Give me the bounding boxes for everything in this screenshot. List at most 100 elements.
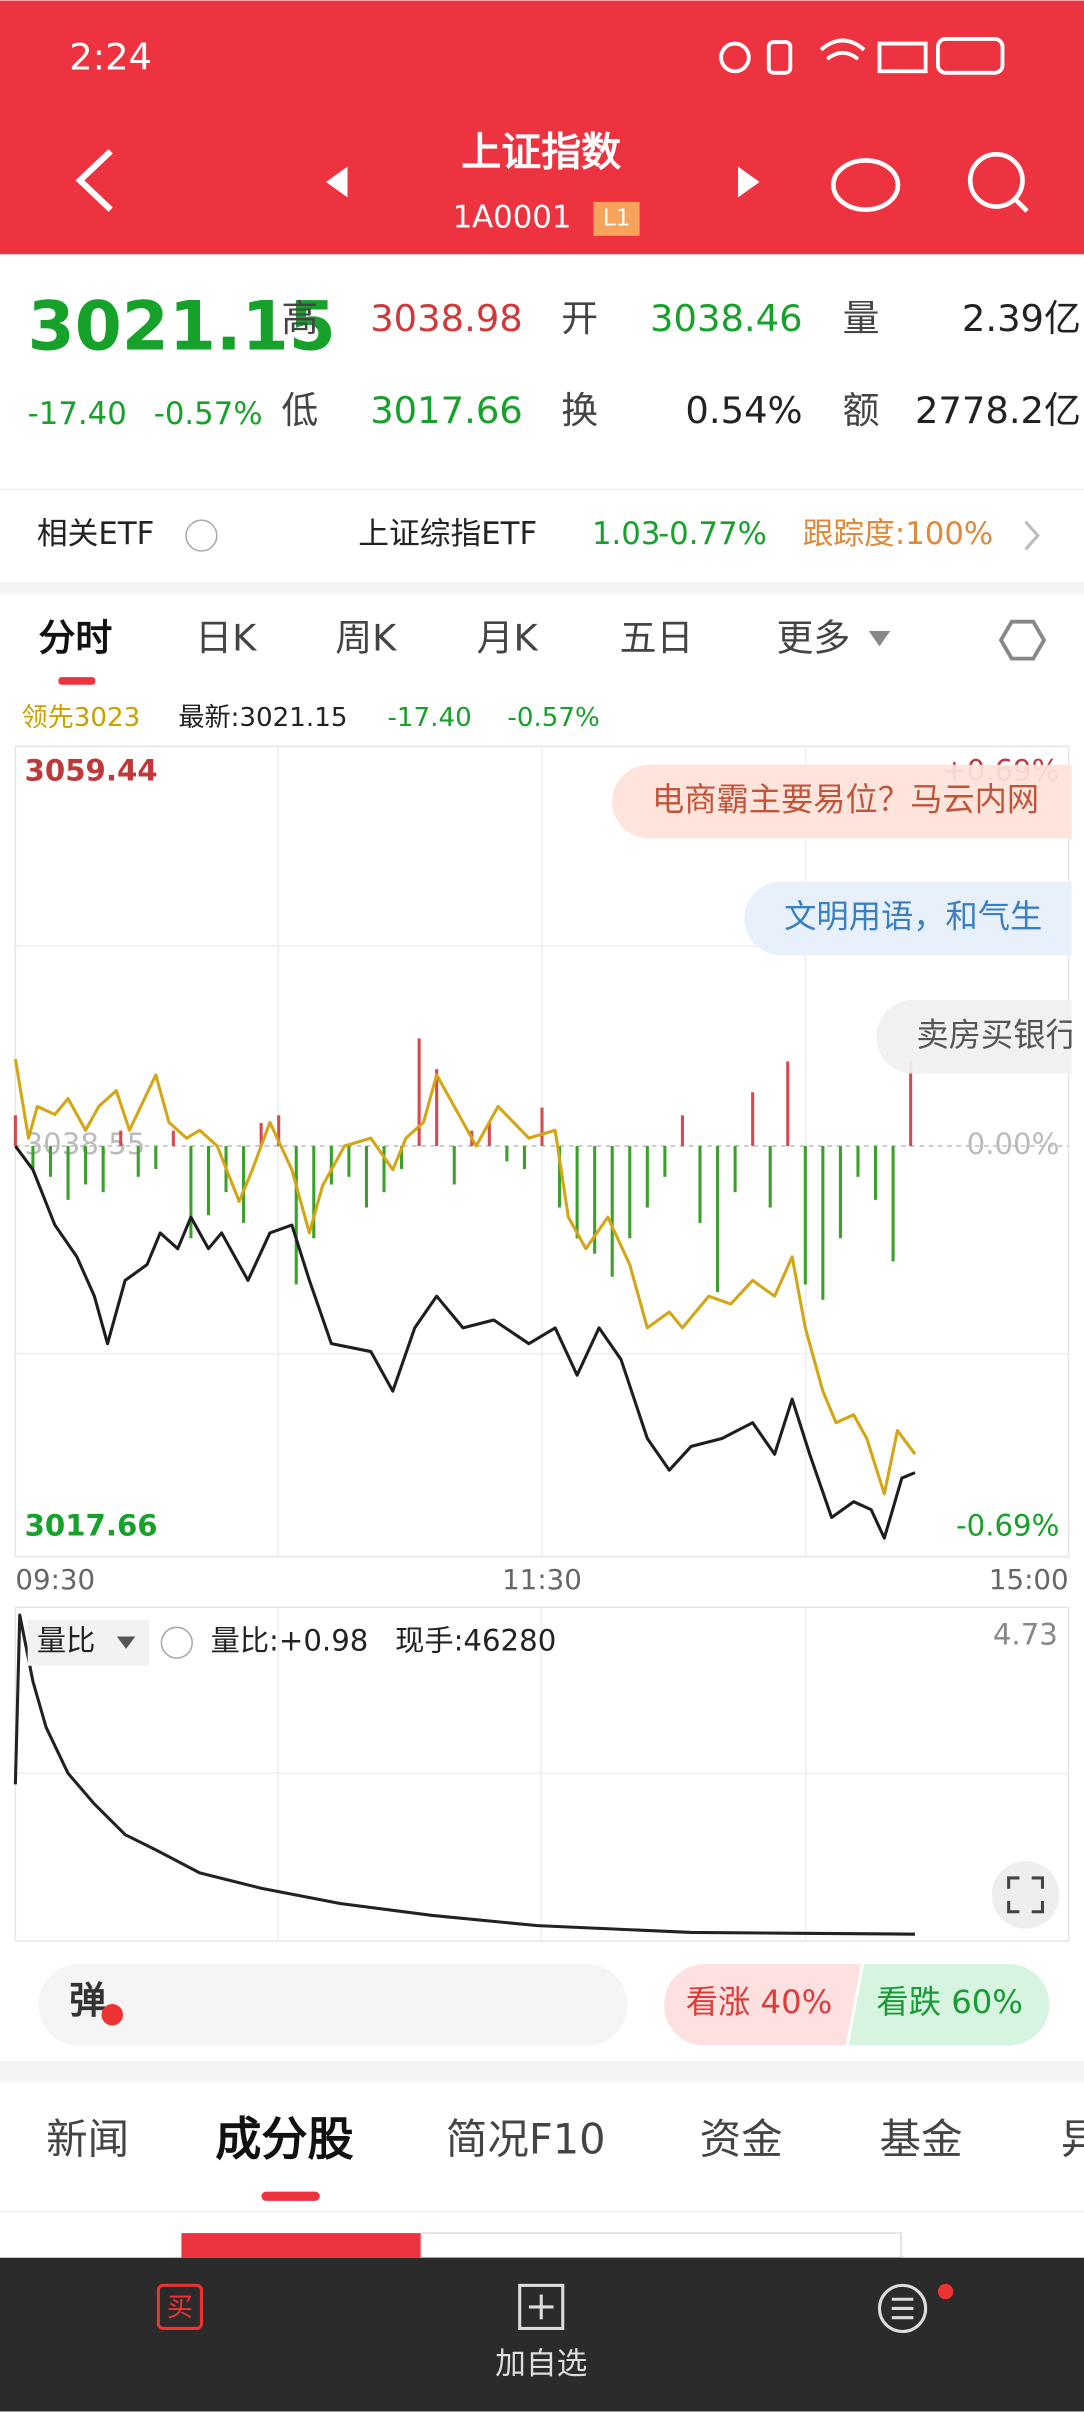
legend-change: -17.40 bbox=[387, 703, 471, 733]
band bbox=[0, 2060, 1084, 2083]
bar bbox=[680, 1115, 684, 1147]
stat-label: 开 bbox=[561, 297, 598, 340]
prev-button[interactable] bbox=[325, 166, 348, 198]
add-icon[interactable] bbox=[518, 2283, 565, 2330]
back-button[interactable] bbox=[75, 148, 113, 212]
bar bbox=[821, 1146, 825, 1300]
bar bbox=[522, 1146, 526, 1170]
menu-lines bbox=[891, 2297, 914, 2320]
bar bbox=[364, 1146, 368, 1208]
help-icon[interactable] bbox=[185, 519, 218, 552]
news-tab[interactable]: 新闻 bbox=[46, 2114, 129, 2163]
buy[interactable]: 买 bbox=[167, 2293, 193, 2323]
menu-icon[interactable] bbox=[877, 2283, 928, 2334]
bar bbox=[558, 1146, 562, 1208]
bar bbox=[400, 1146, 404, 1170]
x-tick-label: 09:30 bbox=[15, 1563, 95, 1596]
news-tab[interactable]: 资金 bbox=[700, 2114, 783, 2163]
etf-price: 1.03 bbox=[592, 516, 660, 552]
news-tab[interactable]: 简况F10 bbox=[446, 2114, 606, 2163]
danmu-input[interactable] bbox=[38, 1964, 628, 2046]
bar bbox=[242, 1146, 246, 1223]
line bbox=[13, 1613, 916, 1936]
danmu[interactable]: 弹 bbox=[69, 1979, 106, 2022]
add[interactable]: 加自选 bbox=[495, 2346, 587, 2382]
news-tab[interactable]: 异 bbox=[1061, 2114, 1084, 2163]
stat-value: 2.39亿 bbox=[962, 297, 1081, 340]
next-button[interactable] bbox=[738, 166, 760, 198]
chevron[interactable] bbox=[1024, 520, 1040, 551]
expand-button[interactable] bbox=[991, 1861, 1060, 1929]
bar bbox=[382, 1146, 386, 1193]
plus bbox=[528, 2294, 554, 2320]
buy-icon[interactable] bbox=[156, 2283, 203, 2330]
etf-label: 相关ETF bbox=[37, 516, 154, 552]
bar bbox=[803, 1146, 807, 1285]
tab: 更多 bbox=[776, 617, 850, 660]
help-icon[interactable] bbox=[160, 1626, 193, 1659]
bar bbox=[751, 1092, 755, 1147]
legend-lead: 领先3023 bbox=[22, 703, 141, 733]
selector[interactable]: 量比 bbox=[37, 1624, 95, 1658]
x-tick-label: 11:30 bbox=[502, 1563, 582, 1596]
bar bbox=[329, 1146, 333, 1185]
bar bbox=[698, 1146, 702, 1223]
bar bbox=[768, 1146, 772, 1208]
sub-tab[interactable] bbox=[420, 2232, 902, 2259]
stat-value: 3017.66 bbox=[370, 389, 523, 432]
bar bbox=[505, 1146, 509, 1162]
bear[interactable]: 看跌 60% bbox=[876, 1983, 1023, 2021]
bar bbox=[593, 1146, 597, 1254]
stat-value: 3038.98 bbox=[370, 297, 523, 340]
legend-latest: 最新:3021.15 bbox=[178, 703, 347, 733]
bar bbox=[31, 1146, 35, 1170]
bar bbox=[347, 1146, 351, 1177]
bar bbox=[259, 1122, 263, 1147]
news-indicator bbox=[261, 2191, 320, 2201]
settings[interactable] bbox=[998, 619, 1047, 661]
change-pct: -0.57% bbox=[154, 396, 263, 432]
stat-label: 低 bbox=[281, 389, 318, 432]
bull[interactable]: 看涨 40% bbox=[686, 1983, 833, 2021]
bull-button[interactable] bbox=[664, 1964, 862, 2046]
bar bbox=[206, 1146, 211, 1216]
bar bbox=[663, 1146, 667, 1177]
bar bbox=[873, 1146, 878, 1200]
news-tab[interactable]: 基金 bbox=[880, 2114, 963, 2163]
barrage-text: 电商霸主要易位？马云内网 bbox=[652, 781, 1039, 819]
line bbox=[13, 1058, 917, 1496]
barrage-text: 卖房买银行 bbox=[916, 1016, 1077, 1054]
line bbox=[14, 1145, 916, 1540]
barrage-text: 文明用语，和气生 bbox=[784, 897, 1042, 935]
hand-label: 现手:46280 bbox=[395, 1624, 556, 1658]
tab: 五日 bbox=[620, 617, 694, 660]
menu-dot bbox=[937, 2283, 954, 2300]
news-tab[interactable]: 成分股 bbox=[215, 2112, 353, 2166]
bar bbox=[294, 1146, 298, 1285]
bear-button[interactable] bbox=[848, 1964, 1050, 2046]
title: 上证指数 bbox=[461, 129, 621, 175]
price: 3021.15 bbox=[28, 287, 336, 366]
stat-label: 量 bbox=[843, 297, 880, 340]
bar bbox=[786, 1061, 790, 1147]
bar bbox=[312, 1146, 316, 1239]
bar bbox=[171, 1130, 175, 1147]
pct-tick-label: 0.00% bbox=[967, 1127, 1060, 1161]
bar bbox=[452, 1146, 456, 1185]
selector-arrow bbox=[116, 1636, 136, 1649]
etf-change: -0.77% bbox=[658, 516, 767, 552]
bar bbox=[84, 1146, 88, 1185]
nav-bar bbox=[0, 2257, 1084, 2412]
tab: 分时 bbox=[38, 617, 112, 660]
code: 1A0001 bbox=[453, 199, 572, 235]
bar bbox=[610, 1146, 614, 1277]
sub-tab[interactable] bbox=[181, 2233, 422, 2258]
stat-value: 0.54% bbox=[685, 389, 802, 432]
bar bbox=[435, 1069, 439, 1147]
ratio-label: 量比:+0.98 bbox=[211, 1624, 369, 1658]
bar bbox=[48, 1146, 53, 1177]
header-icons[interactable] bbox=[831, 151, 1029, 213]
stat-label: 额 bbox=[843, 389, 880, 432]
